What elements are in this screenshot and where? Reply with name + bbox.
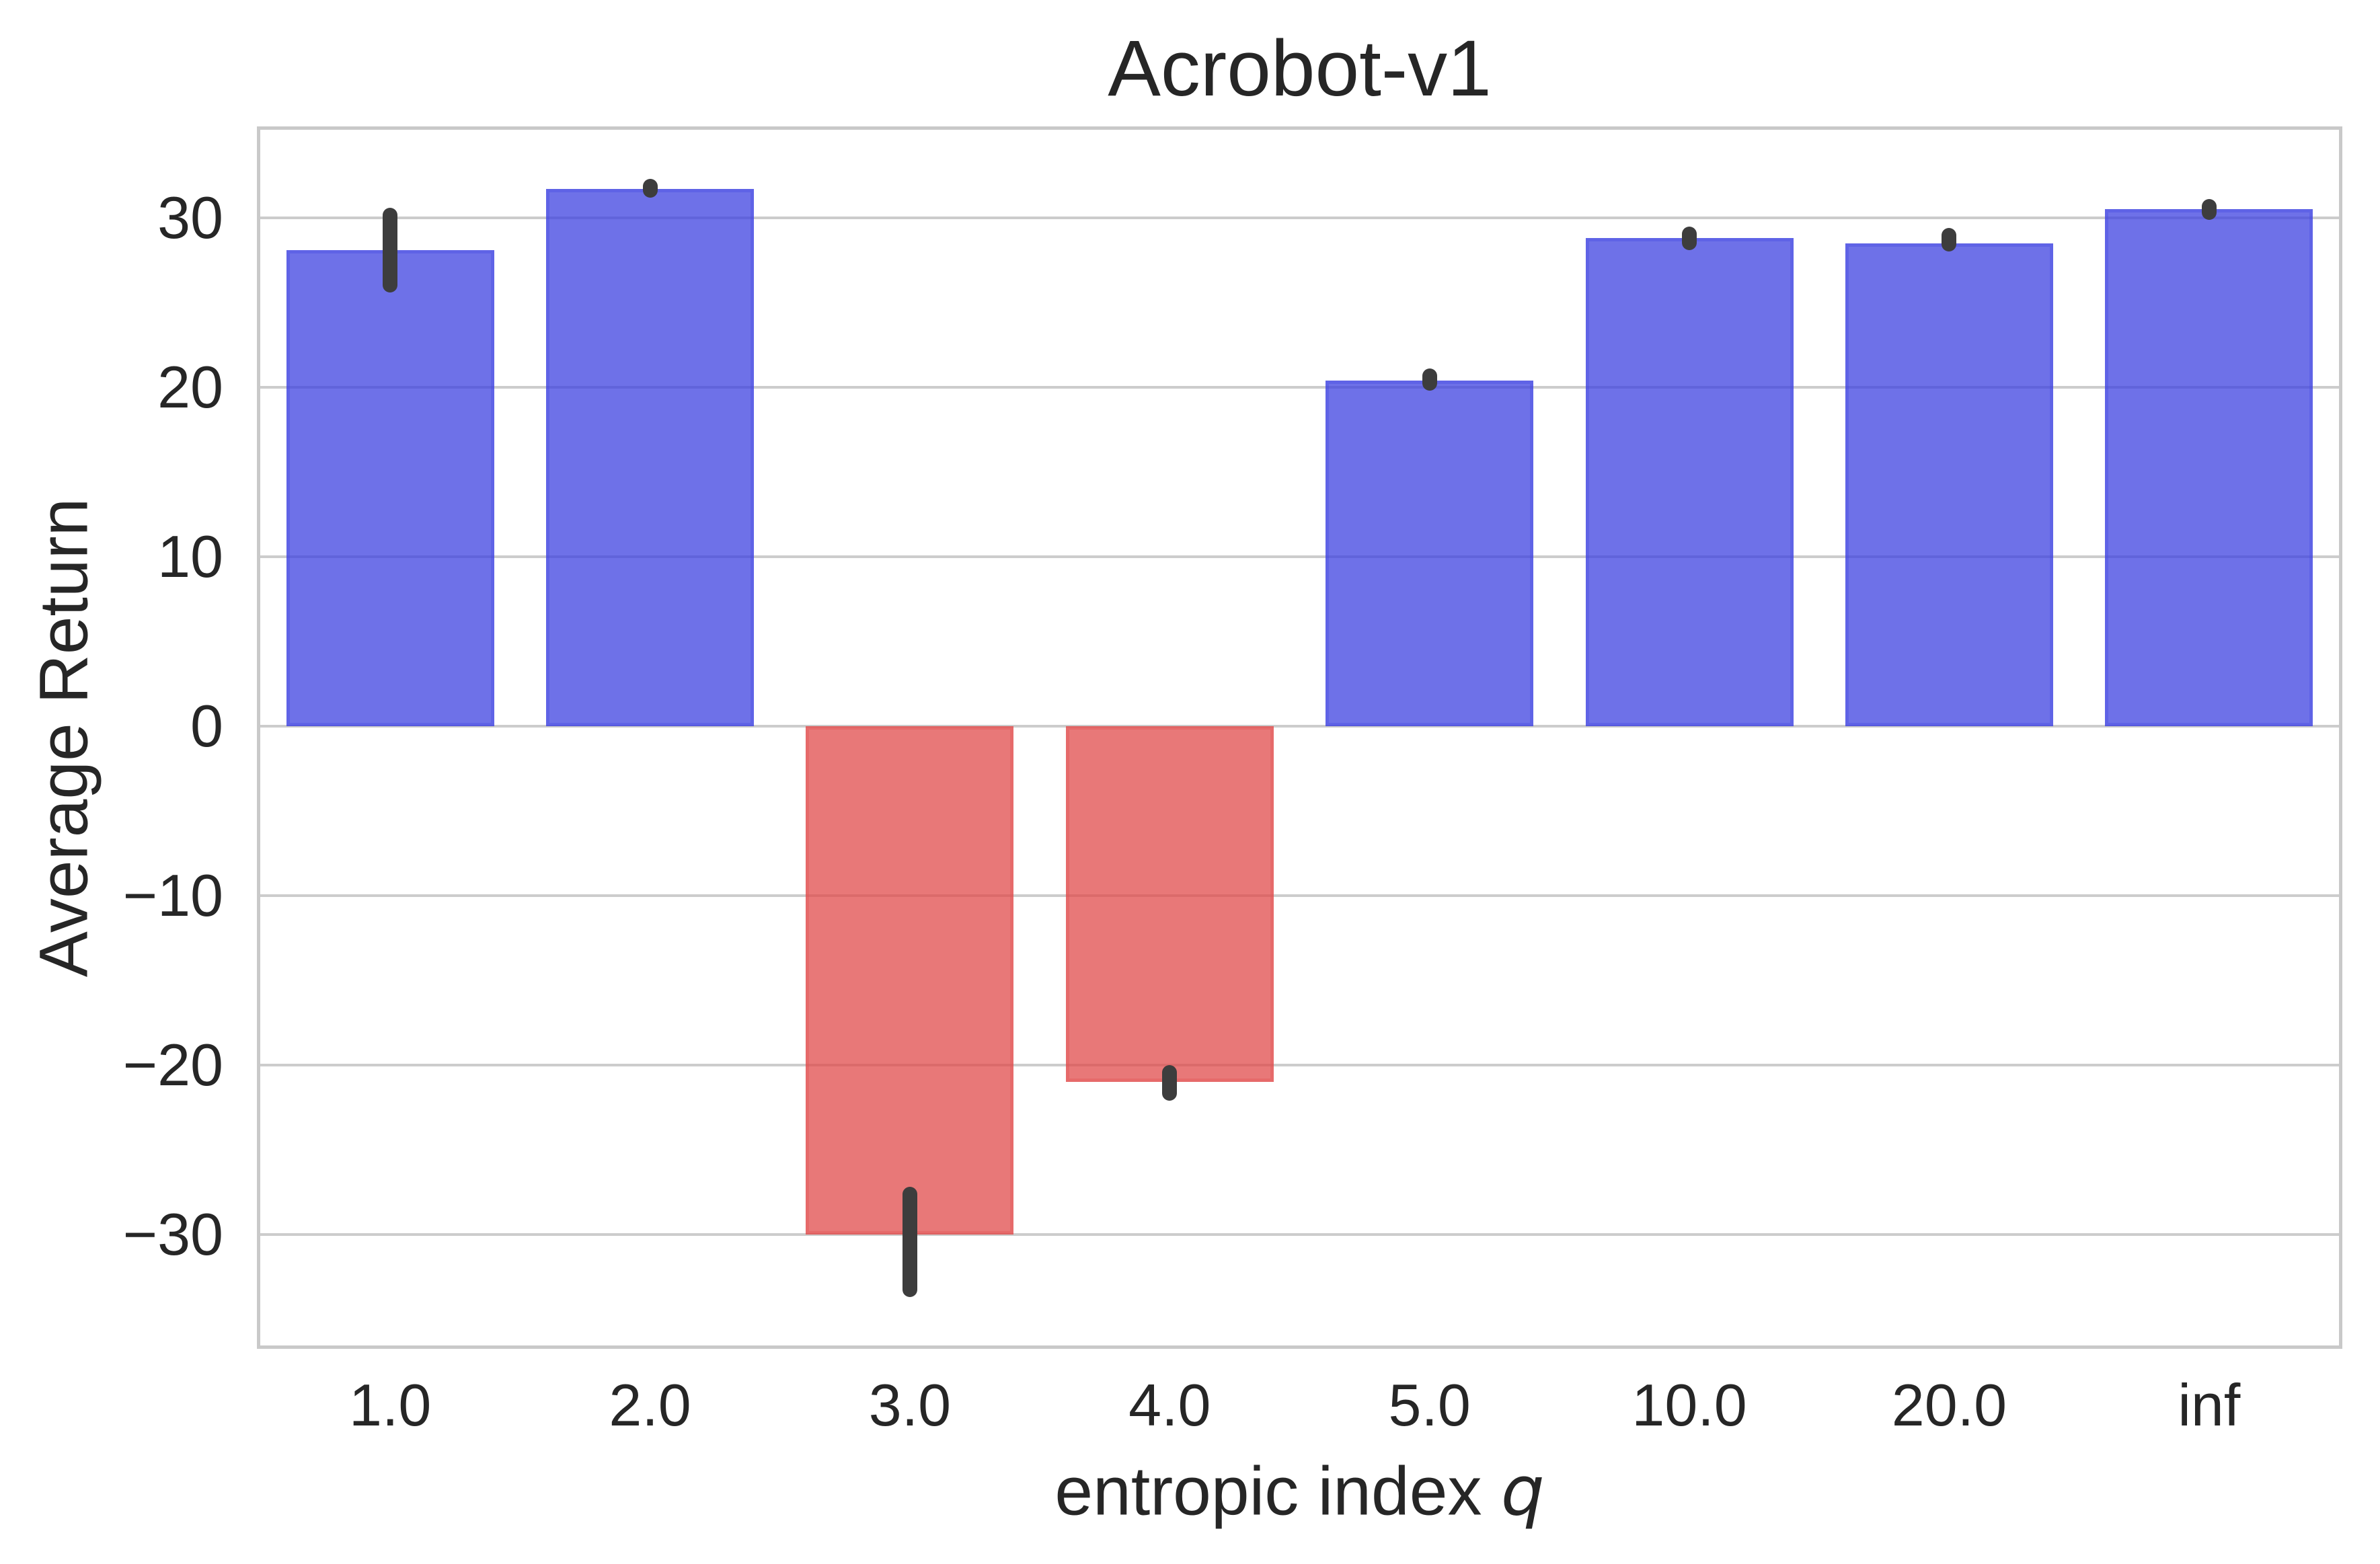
- x-axis-label-text: entropic index: [1054, 1452, 1501, 1530]
- y-tick-label--10: −10: [122, 861, 223, 929]
- error-bar-20.0: [1942, 228, 1957, 252]
- x-tick-label-4.0: 4.0: [1128, 1372, 1211, 1438]
- error-bar-2.0: [642, 179, 658, 198]
- bar-inf: [2105, 209, 2313, 726]
- x-tick-label-10.0: 10.0: [1632, 1372, 1747, 1438]
- x-tick-label-5.0: 5.0: [1388, 1372, 1471, 1438]
- bar-5.0: [1326, 380, 1534, 726]
- bar-20.0: [1845, 243, 2053, 726]
- error-bar-4.0: [1162, 1064, 1178, 1101]
- x-axis-label-variable: q: [1500, 1451, 1545, 1532]
- x-tick-label-inf: inf: [2178, 1372, 2241, 1438]
- x-axis-label: entropic index q: [1054, 1452, 1544, 1532]
- plot-area: [257, 126, 2342, 1349]
- gridline-y-20: [260, 386, 2339, 389]
- gridline-y-10: [260, 555, 2339, 558]
- x-tick-label-20.0: 20.0: [1891, 1372, 2007, 1438]
- x-tick-label-1.0: 1.0: [349, 1372, 432, 1438]
- bar-3.0: [806, 726, 1014, 1235]
- gridline-y-30: [260, 217, 2339, 220]
- bar-1.0: [286, 249, 494, 726]
- bar-4.0: [1065, 726, 1274, 1083]
- bar-2.0: [546, 189, 755, 726]
- gridline-y--20: [260, 1063, 2339, 1066]
- error-bar-10.0: [1682, 226, 1697, 250]
- gridline-y--30: [260, 1233, 2339, 1236]
- error-bar-1.0: [383, 207, 398, 292]
- chart-title: Acrobot-v1: [1108, 24, 1492, 113]
- error-bar-3.0: [902, 1187, 917, 1298]
- y-tick-label--20: −20: [122, 1031, 223, 1098]
- x-tick-label-2.0: 2.0: [609, 1372, 691, 1438]
- x-tick-label-3.0: 3.0: [868, 1372, 952, 1438]
- gridline-y--10: [260, 894, 2339, 897]
- y-tick-label-10: 10: [157, 523, 223, 590]
- bar-10.0: [1585, 238, 1794, 726]
- y-tick-label-0: 0: [190, 692, 223, 759]
- y-tick-label-20: 20: [157, 354, 223, 421]
- gridline-y-0: [260, 724, 2339, 728]
- y-tick-label-30: 30: [157, 184, 223, 251]
- error-bar-5.0: [1422, 368, 1437, 391]
- y-tick-label--30: −30: [122, 1200, 223, 1267]
- error-bar-inf: [2201, 199, 2217, 220]
